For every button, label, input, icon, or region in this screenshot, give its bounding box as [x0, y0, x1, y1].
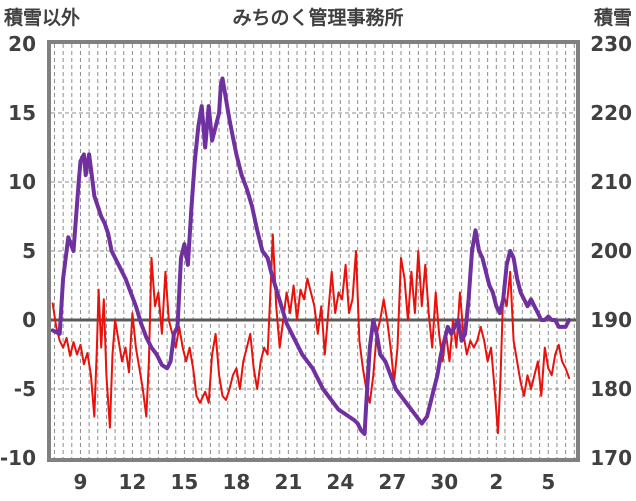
left-tick-label: 0: [22, 308, 36, 332]
right-tick-label: 190: [590, 308, 632, 332]
x-tick-label: 15: [170, 470, 198, 494]
left-tick-label: -5: [14, 377, 36, 401]
left-tick-label: 5: [22, 239, 36, 263]
chart-title: みちのく管理事務所: [232, 6, 403, 29]
plot-frame: [47, 40, 580, 462]
series-layer: [50, 76, 572, 436]
right-tick-label: 200: [590, 239, 632, 263]
x-tick-label: 18: [222, 470, 250, 494]
right-tick-label: 230: [590, 32, 632, 56]
left-tick-label: 10: [8, 170, 36, 194]
x-tick-label: 30: [430, 470, 458, 494]
left-axis-label: 積雪以外: [4, 6, 80, 29]
left-tick-label: 15: [8, 101, 36, 125]
right-axis-label: 積雪: [594, 6, 632, 29]
left-tick-label: -10: [0, 446, 36, 470]
x-tick-label: 9: [73, 470, 87, 494]
temperature-line: [51, 233, 571, 435]
left-tick-label: 20: [8, 32, 36, 56]
right-tick-label: 180: [590, 377, 632, 401]
x-tick-label: 24: [326, 470, 354, 494]
snow-depth-line: [50, 76, 572, 436]
x-tick-label: 27: [378, 470, 406, 494]
right-tick-label: 220: [590, 101, 632, 125]
right-tick-label: 210: [590, 170, 632, 194]
x-tick-label: 12: [119, 470, 147, 494]
right-tick-label: 170: [590, 446, 632, 470]
x-tick-label: 21: [274, 470, 302, 494]
x-tick-label: 5: [541, 470, 555, 494]
x-tick-label: 2: [489, 470, 503, 494]
